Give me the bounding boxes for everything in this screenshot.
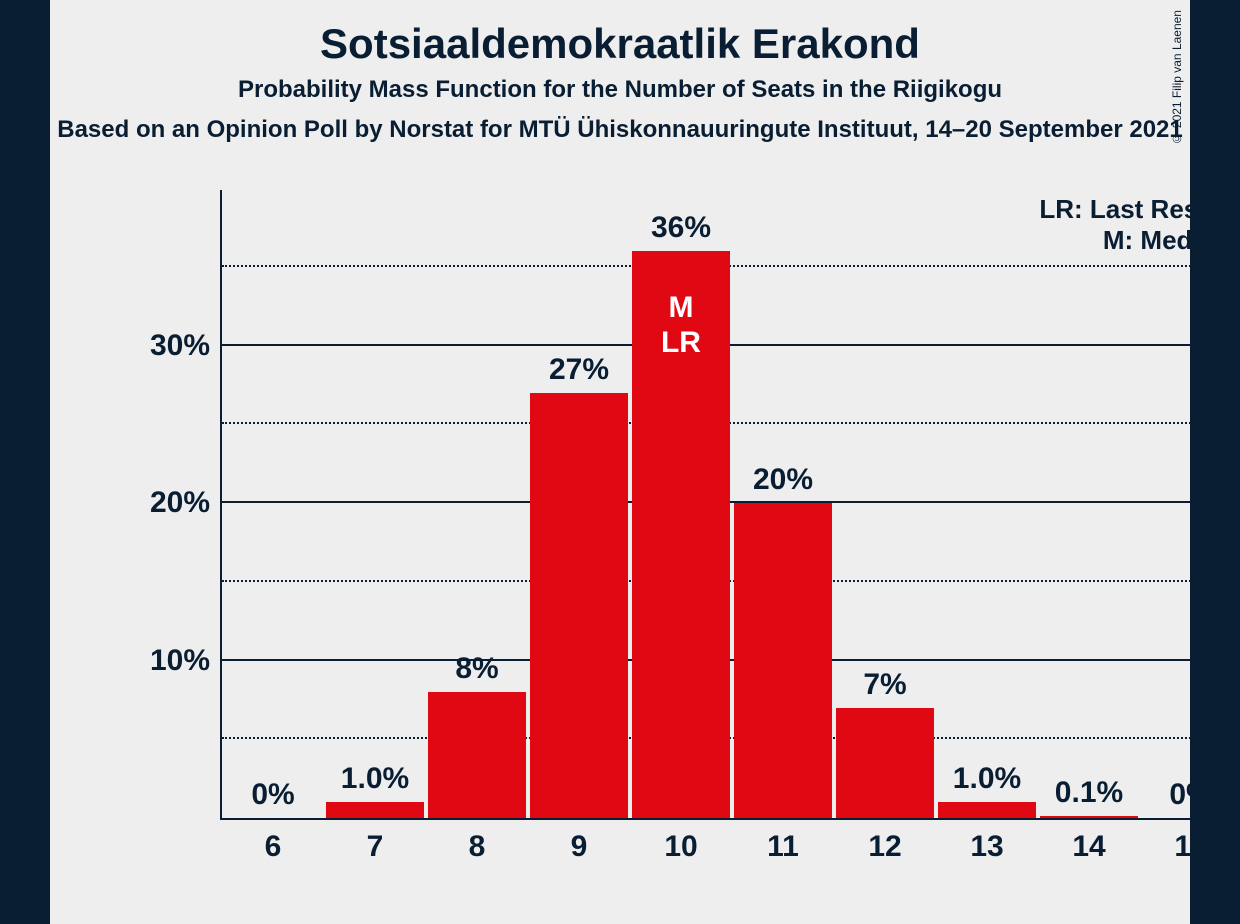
grid-minor — [222, 265, 1240, 267]
x-axis-label: 14 — [1072, 830, 1105, 864]
x-axis-label: 7 — [367, 830, 384, 864]
x-axis-label: 11 — [767, 830, 799, 864]
bar-value-label: 0% — [1169, 778, 1212, 812]
bar-value-label: 36% — [651, 211, 711, 245]
side-band-left — [0, 0, 50, 924]
bar — [428, 692, 526, 818]
bar — [836, 708, 934, 818]
main-panel: © 2021 Filip van Laenen Sotsiaaldemokraa… — [50, 0, 1190, 924]
x-axis-label: 10 — [664, 830, 697, 864]
legend-m: M: Median — [1039, 225, 1230, 256]
x-axis-label: 8 — [469, 830, 486, 864]
bar — [530, 393, 628, 818]
chart-subtitle: Probability Mass Function for the Number… — [50, 68, 1190, 104]
bar — [938, 802, 1036, 818]
bar-value-label: 20% — [753, 463, 813, 497]
grid-major — [222, 659, 1240, 661]
bar-value-label: 0% — [251, 778, 294, 812]
x-axis-label: 15 — [1174, 830, 1207, 864]
bar — [734, 503, 832, 818]
x-axis-label: 9 — [571, 830, 588, 864]
median-lr-marker: MLR — [661, 291, 701, 360]
grid-minor — [222, 580, 1240, 582]
bar-value-label: 1.0% — [953, 762, 1021, 796]
x-axis-label: 6 — [265, 830, 282, 864]
chart-source: Based on an Opinion Poll by Norstat for … — [50, 104, 1190, 144]
grid-major — [222, 501, 1240, 503]
chart-area: 10%20%30%0%61.0%78%827%9MLR36%1020%117%1… — [220, 190, 1240, 820]
bar-value-label: 1.0% — [341, 762, 409, 796]
y-axis-label: 10% — [150, 644, 210, 678]
copyright-text: © 2021 Filip van Laenen — [1170, 10, 1184, 145]
chart-title: Sotsiaaldemokraatlik Erakond — [50, 0, 1190, 68]
y-axis-label: 30% — [150, 329, 210, 363]
bar-value-label: 8% — [455, 652, 498, 686]
x-axis-label: 12 — [868, 830, 901, 864]
grid-minor — [222, 422, 1240, 424]
plot-region: 10%20%30%0%61.0%78%827%9MLR36%1020%117%1… — [220, 190, 1240, 820]
grid-minor — [222, 737, 1240, 739]
legend-lr: LR: Last Result — [1039, 194, 1230, 225]
y-axis-label: 20% — [150, 486, 210, 520]
legend: LR: Last Result M: Median — [1039, 194, 1230, 256]
bar — [326, 802, 424, 818]
bar-value-label: 27% — [549, 353, 609, 387]
grid-major — [222, 344, 1240, 346]
x-axis-label: 13 — [970, 830, 1003, 864]
bar-value-label: 0.1% — [1055, 776, 1123, 810]
bar — [1040, 816, 1138, 818]
bar-value-label: 7% — [863, 668, 906, 702]
bar: MLR — [632, 251, 730, 818]
